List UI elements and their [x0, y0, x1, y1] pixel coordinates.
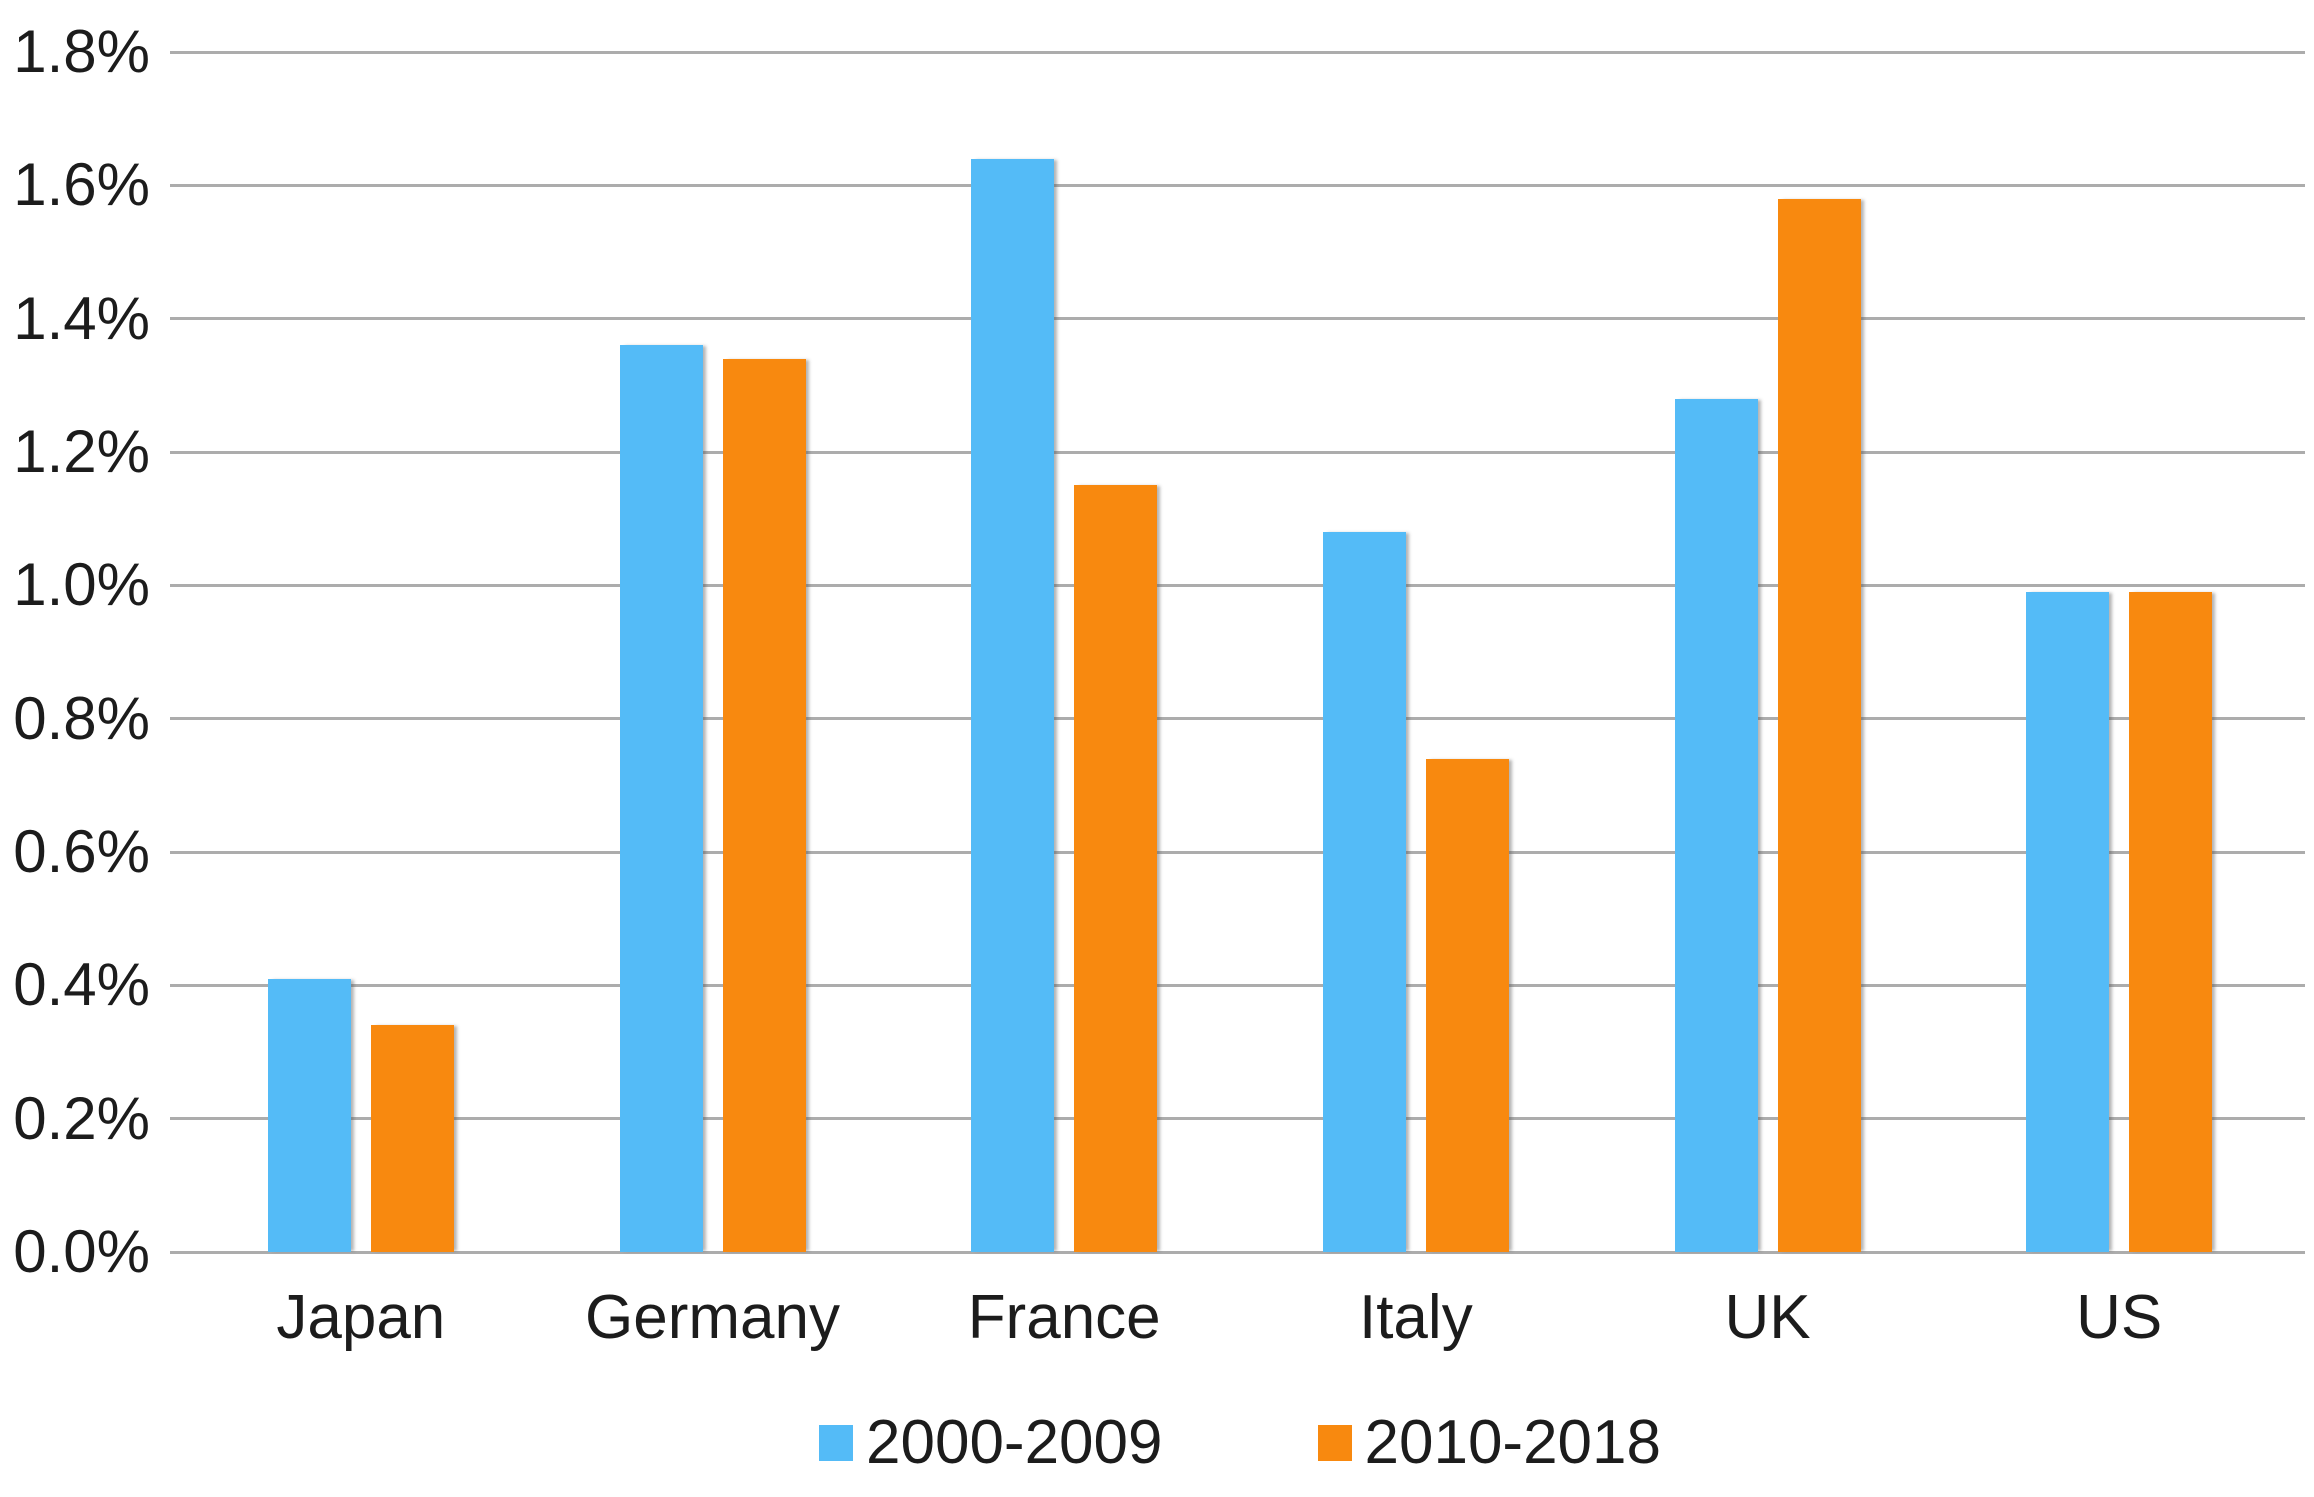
gridline-0.2% [170, 1117, 2305, 1121]
bar-group-germany [537, 52, 889, 1252]
gridline-1.4% [170, 317, 2305, 321]
legend-item-2000-2009: 2000-2009 [819, 1412, 1163, 1474]
bar-2000-2009-uk [1674, 398, 1758, 1252]
bar-group-us [1943, 52, 2295, 1252]
y-tick-label: 0.0% [13, 1218, 150, 1285]
y-tick-label: 1.6% [13, 151, 150, 219]
y-tick-label: 1.2% [13, 418, 150, 485]
x-tick-label-italy: Italy [1358, 1283, 1473, 1352]
bar-2010-2018-us [2129, 592, 2213, 1252]
bar-groups [185, 52, 2295, 1252]
legend-label: 2010-2018 [1364, 1408, 1662, 1477]
gridline-0.4% [170, 983, 2305, 987]
legend-label: 2000-2009 [866, 1408, 1163, 1477]
bar-group-france [888, 52, 1240, 1252]
bar-group-italy [1240, 52, 1592, 1252]
bar-2010-2018-france [1074, 485, 1158, 1252]
gridline-0.6% [170, 850, 2305, 854]
y-tick-label: 0.8% [13, 684, 150, 752]
bar-2010-2018-uk [1777, 198, 1861, 1252]
y-tick-label: 1.4% [13, 284, 150, 352]
bar-2000-2009-germany [619, 345, 703, 1252]
legend-swatch-icon [1317, 1425, 1352, 1461]
bar-2010-2018-germany [722, 358, 806, 1252]
y-tick-label: 0.4% [13, 951, 150, 1019]
x-tick-label-france: France [967, 1283, 1161, 1352]
x-axis: Japan Germany France Italy UK US [185, 1283, 2295, 1352]
x-tick-label-germany: Germany [585, 1283, 840, 1352]
bar-2000-2009-italy [1322, 532, 1406, 1252]
gridline-1.2% [170, 450, 2305, 454]
gridline-0.8% [170, 717, 2305, 721]
gridline-1.0% [170, 583, 2305, 587]
legend: 2000-2009 2010-2018 [185, 1412, 2295, 1474]
y-tick-label: 1.0% [13, 551, 150, 619]
y-axis: 0.0% 0.2% 0.4% 0.6% 0.8% 1.0% 1.2% 1.4% 1.6% 1.8% [0, 22, 150, 1282]
y-tick-label: 1.8% [13, 18, 150, 85]
bar-group-uk [1592, 52, 1944, 1252]
x-tick-label-uk: UK [1724, 1283, 1811, 1352]
bar-2010-2018-japan [370, 1025, 454, 1252]
legend-item-2010-2018: 2010-2018 [1317, 1408, 1662, 1477]
x-tick-label-japan: Japan [276, 1283, 446, 1352]
x-tick-label-us: US [2076, 1283, 2163, 1352]
gridline-0.0% [170, 1250, 2305, 1254]
gridline-1.8% [170, 50, 2305, 54]
bar-2000-2009-us [2026, 592, 2110, 1252]
bar-2010-2018-italy [1425, 758, 1509, 1252]
gridline-1.6% [170, 183, 2305, 187]
bar-2000-2009-japan [267, 978, 351, 1252]
legend-swatch-icon [819, 1425, 853, 1461]
bar-2000-2009-france [971, 158, 1055, 1252]
bar-group-japan [185, 52, 537, 1252]
y-tick-label: 0.6% [13, 818, 150, 885]
y-tick-label: 0.2% [13, 1084, 150, 1152]
plot-area [170, 50, 2305, 1254]
